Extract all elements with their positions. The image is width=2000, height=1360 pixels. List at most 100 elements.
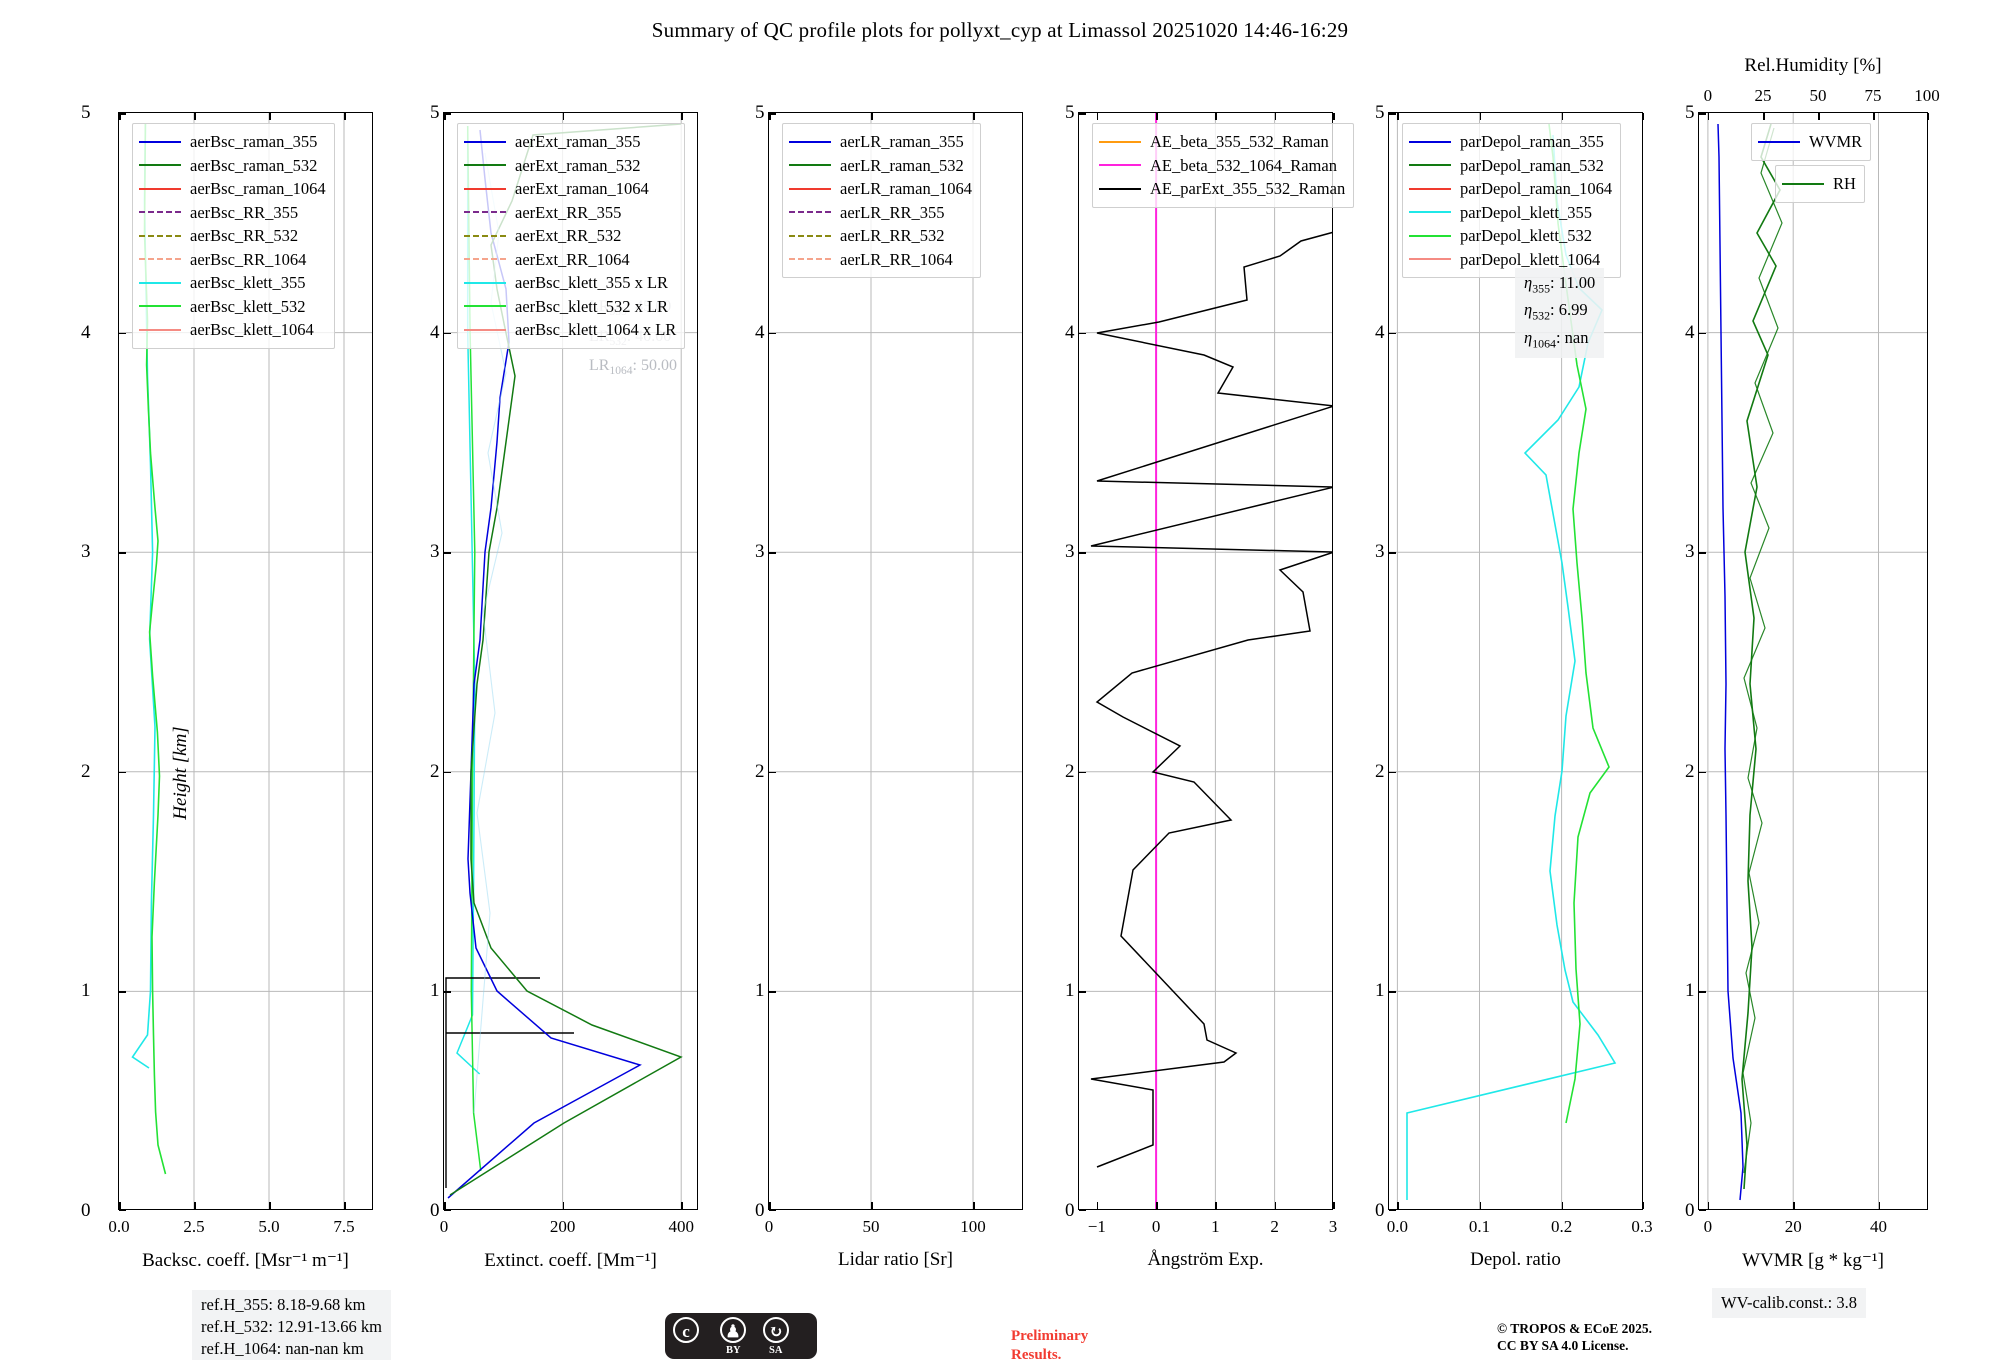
legend-row[interactable]: aerBsc_raman_355 (139, 130, 326, 154)
y-tick-label: 1 (1065, 980, 1075, 1002)
wvmr-curves (1699, 113, 1927, 1209)
legend-label: aerExt_RR_1064 (515, 249, 630, 269)
legend-row[interactable]: aerBsc_klett_532 x LR (464, 295, 676, 319)
legend-label: aerLR_RR_1064 (840, 249, 953, 269)
x-tick-label-top: 75 (1864, 86, 1882, 105)
legend-row[interactable]: aerBsc_raman_1064 (139, 177, 326, 201)
legend-row[interactable]: AE_beta_355_532_Raman (1099, 130, 1345, 154)
legend-rh[interactable]: RH (1775, 165, 1865, 203)
legend-label: aerLR_raman_532 (840, 155, 964, 175)
legend-row[interactable]: parDepol_klett_1064 (1409, 248, 1612, 272)
legend-row[interactable]: parDepol_raman_355 (1409, 130, 1612, 154)
y-tick-label: 4 (1375, 321, 1385, 343)
ref-h-1064: ref.H_1064: nan-nan km (201, 1339, 364, 1358)
legend-swatch (1782, 182, 1824, 185)
legend-row[interactable]: aerExt_RR_355 (464, 201, 676, 225)
y-tick-label: 2 (1685, 760, 1695, 782)
y-tick-label: 3 (1065, 541, 1075, 563)
legend-swatch (139, 281, 181, 284)
legend-wvmr[interactable]: WVMR (1751, 123, 1872, 161)
plot-area-lidar-ratio (769, 113, 1022, 1209)
legend-extinction[interactable]: aerExt_raman_355 aerExt_raman_532 aerExt… (457, 123, 686, 349)
legend-row[interactable]: aerBsc_klett_355 (139, 271, 326, 295)
y-tick-label: 4 (755, 321, 765, 343)
legend-row[interactable]: parDepol_raman_1064 (1409, 177, 1612, 201)
legend-swatch (1758, 140, 1800, 143)
legend-row[interactable]: aerBsc_RR_1064 (139, 248, 326, 272)
legend-row[interactable]: RH (1782, 172, 1856, 196)
legend-row[interactable]: aerBsc_klett_355 x LR (464, 271, 676, 295)
x-tick-label: 0.3 (1631, 1217, 1653, 1236)
x-tick-label-top: 50 (1809, 86, 1827, 105)
y-tick-label: 2 (1065, 760, 1075, 782)
legend-swatch (464, 258, 506, 261)
legend-row[interactable]: aerLR_raman_1064 (789, 177, 972, 201)
legend-swatch (139, 328, 181, 331)
lr-value: 50.00 (640, 357, 677, 375)
legend-row[interactable]: aerLR_RR_355 (789, 201, 972, 225)
legend-row[interactable]: aerBsc_klett_532 (139, 295, 326, 319)
legend-row[interactable]: parDepol_klett_355 (1409, 201, 1612, 225)
legend-row[interactable]: aerLR_raman_355 (789, 130, 972, 154)
legend-label: aerBsc_klett_355 (190, 273, 306, 292)
legend-row[interactable]: parDepol_klett_532 (1409, 224, 1612, 248)
x-axis-label: Lidar ratio [Sr] (837, 1249, 953, 1270)
legend-angstrom[interactable]: AE_beta_355_532_Raman AE_beta_532_1064_R… (1092, 123, 1355, 208)
legend-row[interactable]: AE_parExt_355_532_Raman (1099, 177, 1345, 201)
ref-height-annotation: ref.H_355: 8.18-9.68 km ref.H_532: 12.91… (192, 1290, 392, 1360)
y-tick-label: 2 (755, 760, 765, 782)
x-axis-label: Extinct. coeff. [Mm⁻¹] (484, 1250, 657, 1271)
legend-label: aerBsc_raman_1064 (190, 179, 326, 198)
y-tick-label: 3 (81, 541, 91, 563)
legend-row[interactable]: aerExt_raman_1064 (464, 177, 676, 201)
y-tick-label: 0 (1065, 1200, 1075, 1221)
x-tick-label: 400 (668, 1217, 694, 1236)
legend-label: parDepol_klett_355 (1460, 202, 1592, 222)
x-tick-label-top: 0 (1703, 86, 1713, 105)
legend-row[interactable]: aerLR_RR_1064 (789, 248, 972, 272)
y-tick-label: 5 (81, 102, 91, 123)
legend-row[interactable]: aerExt_RR_1064 (464, 248, 676, 272)
legend-backscatter[interactable]: aerBsc_raman_355 aerBsc_raman_532 aerBsc… (132, 123, 335, 349)
panel-depolarization: η355: 11.00 η532: 6.99 η1064: nan parDep… (1375, 102, 1653, 1270)
lr-1064-line: LR1064: 50.00 (589, 357, 677, 378)
legend-label: parDepol_raman_532 (1460, 155, 1604, 175)
preliminary-line2: Results. (1011, 1347, 1062, 1360)
legend-row[interactable]: aerBsc_klett_1064 x LR (464, 318, 676, 342)
y-tick-label: 1 (81, 980, 91, 1002)
legend-row[interactable]: aerExt_RR_532 (464, 224, 676, 248)
legend-row[interactable]: aerLR_RR_532 (789, 224, 972, 248)
legend-row[interactable]: aerExt_raman_532 (464, 154, 676, 178)
legend-row[interactable]: aerBsc_RR_532 (139, 224, 326, 248)
y-tick-label: 5 (1065, 102, 1075, 123)
panel-backscatter: aerBsc_raman_355 aerBsc_raman_532 aerBsc… (81, 102, 373, 1271)
legend-depolarization[interactable]: parDepol_raman_355 parDepol_raman_532 pa… (1402, 123, 1622, 278)
legend-row[interactable]: AE_beta_532_1064_Raman (1099, 154, 1345, 178)
legend-label: aerLR_raman_1064 (840, 179, 972, 198)
legend-row[interactable]: aerBsc_klett_1064 (139, 318, 326, 342)
panel-extinction: LR355: 45.00 LR532: 40.00 LR1064: 50.00 … (430, 102, 698, 1271)
legend-row[interactable]: aerExt_raman_355 (464, 130, 676, 154)
cc-license-badge[interactable]: c ♟ ↻ BY SA (665, 1313, 817, 1359)
legend-label: aerExt_RR_355 (515, 202, 622, 222)
legend-lidar-ratio[interactable]: aerLR_raman_355 aerLR_raman_532 aerLR_ra… (782, 123, 981, 278)
legend-swatch (789, 211, 831, 214)
legend-row[interactable]: aerLR_raman_532 (789, 154, 972, 178)
top-axis-label: Rel.Humidity [%] (1744, 55, 1882, 76)
x-tick-label: 0 (1151, 1217, 1161, 1236)
panel-angstrom: AE_beta_355_532_Raman AE_beta_532_1064_R… (1065, 102, 1355, 1270)
legend-label: RH (1833, 174, 1856, 193)
y-tick-label: 2 (81, 760, 91, 782)
legend-row[interactable]: aerBsc_RR_355 (139, 201, 326, 225)
cc-by-label: BY (726, 1345, 741, 1356)
legend-row[interactable]: aerBsc_raman_532 (139, 154, 326, 178)
legend-label: aerBsc_klett_1064 (190, 320, 314, 339)
legend-swatch (464, 211, 506, 214)
legend-row[interactable]: WVMR (1758, 130, 1862, 154)
x-tick-label-top: 25 (1754, 86, 1772, 105)
legend-label: aerBsc_klett_1064 x LR (515, 320, 677, 339)
legend-row[interactable]: parDepol_raman_532 (1409, 154, 1612, 178)
legend-swatch (1409, 140, 1451, 143)
y-tick-label: 2 (1375, 760, 1385, 782)
